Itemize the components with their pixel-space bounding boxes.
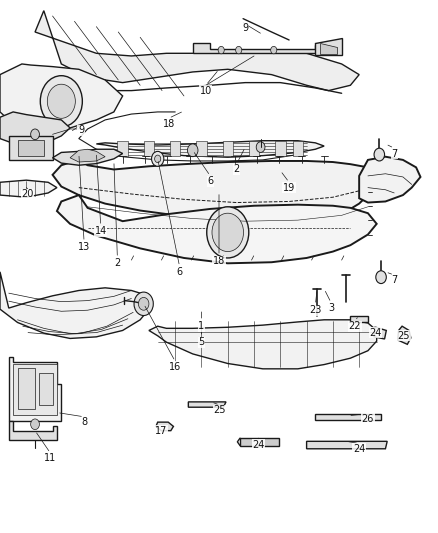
Polygon shape <box>398 326 411 344</box>
Polygon shape <box>9 357 61 421</box>
Polygon shape <box>70 149 105 162</box>
Polygon shape <box>293 141 303 156</box>
Text: 10: 10 <box>200 86 212 95</box>
Polygon shape <box>307 441 387 449</box>
Text: 25: 25 <box>398 331 410 341</box>
Circle shape <box>256 142 265 152</box>
Polygon shape <box>18 140 44 156</box>
Polygon shape <box>35 11 359 91</box>
Polygon shape <box>240 438 279 446</box>
Polygon shape <box>149 320 377 369</box>
Polygon shape <box>96 141 324 157</box>
Circle shape <box>218 46 224 54</box>
Circle shape <box>207 207 249 258</box>
Polygon shape <box>193 43 333 53</box>
Polygon shape <box>374 327 386 339</box>
Polygon shape <box>188 402 226 407</box>
Polygon shape <box>13 364 57 415</box>
Polygon shape <box>170 141 180 156</box>
Text: 26: 26 <box>362 414 374 424</box>
Polygon shape <box>249 141 259 156</box>
Text: 18: 18 <box>213 256 225 266</box>
Text: 9: 9 <box>242 23 248 33</box>
Circle shape <box>374 148 385 161</box>
Polygon shape <box>350 316 368 322</box>
Polygon shape <box>53 160 377 221</box>
Circle shape <box>271 46 277 54</box>
Polygon shape <box>196 141 207 156</box>
Text: 18: 18 <box>162 119 175 128</box>
Circle shape <box>47 84 75 118</box>
Polygon shape <box>156 422 173 431</box>
Text: 5: 5 <box>198 337 205 347</box>
Polygon shape <box>275 141 286 156</box>
Text: 14: 14 <box>95 227 107 236</box>
Text: 6: 6 <box>207 176 213 186</box>
Text: 6: 6 <box>177 267 183 277</box>
Text: 2: 2 <box>114 259 120 268</box>
Polygon shape <box>9 421 57 440</box>
Text: 25: 25 <box>214 406 226 415</box>
Text: 17: 17 <box>155 426 167 435</box>
Text: 24: 24 <box>370 328 382 337</box>
Polygon shape <box>53 149 123 165</box>
Polygon shape <box>359 157 420 203</box>
Polygon shape <box>315 38 342 55</box>
Text: 23: 23 <box>309 305 321 315</box>
Circle shape <box>31 129 39 140</box>
Polygon shape <box>0 112 70 147</box>
Text: 9: 9 <box>78 125 84 135</box>
Polygon shape <box>117 141 128 156</box>
Circle shape <box>31 419 39 430</box>
Polygon shape <box>39 373 53 405</box>
Circle shape <box>212 213 244 252</box>
Circle shape <box>152 151 164 166</box>
Polygon shape <box>144 141 154 156</box>
Text: 7: 7 <box>391 149 397 158</box>
Text: 13: 13 <box>78 243 90 252</box>
Text: 2: 2 <box>233 165 240 174</box>
Text: 1: 1 <box>198 321 205 331</box>
Polygon shape <box>223 141 233 156</box>
Text: 24: 24 <box>252 440 265 449</box>
Circle shape <box>138 297 149 310</box>
Polygon shape <box>320 43 337 54</box>
Polygon shape <box>0 272 149 338</box>
Text: 22: 22 <box>349 321 361 331</box>
Text: 3: 3 <box>328 303 334 313</box>
Text: 16: 16 <box>169 362 181 372</box>
Polygon shape <box>18 368 35 409</box>
Polygon shape <box>0 64 123 133</box>
Circle shape <box>155 155 161 163</box>
Text: 8: 8 <box>81 417 87 427</box>
Polygon shape <box>9 136 53 160</box>
Text: 19: 19 <box>283 183 295 192</box>
Text: 11: 11 <box>44 454 57 463</box>
Circle shape <box>40 76 82 127</box>
Text: 7: 7 <box>391 276 397 285</box>
Circle shape <box>187 144 198 157</box>
Polygon shape <box>57 195 377 263</box>
Circle shape <box>236 46 242 54</box>
Polygon shape <box>0 180 57 197</box>
Circle shape <box>134 292 153 316</box>
Polygon shape <box>315 414 381 420</box>
Text: 20: 20 <box>21 189 34 199</box>
Text: 24: 24 <box>353 444 365 454</box>
Circle shape <box>376 271 386 284</box>
